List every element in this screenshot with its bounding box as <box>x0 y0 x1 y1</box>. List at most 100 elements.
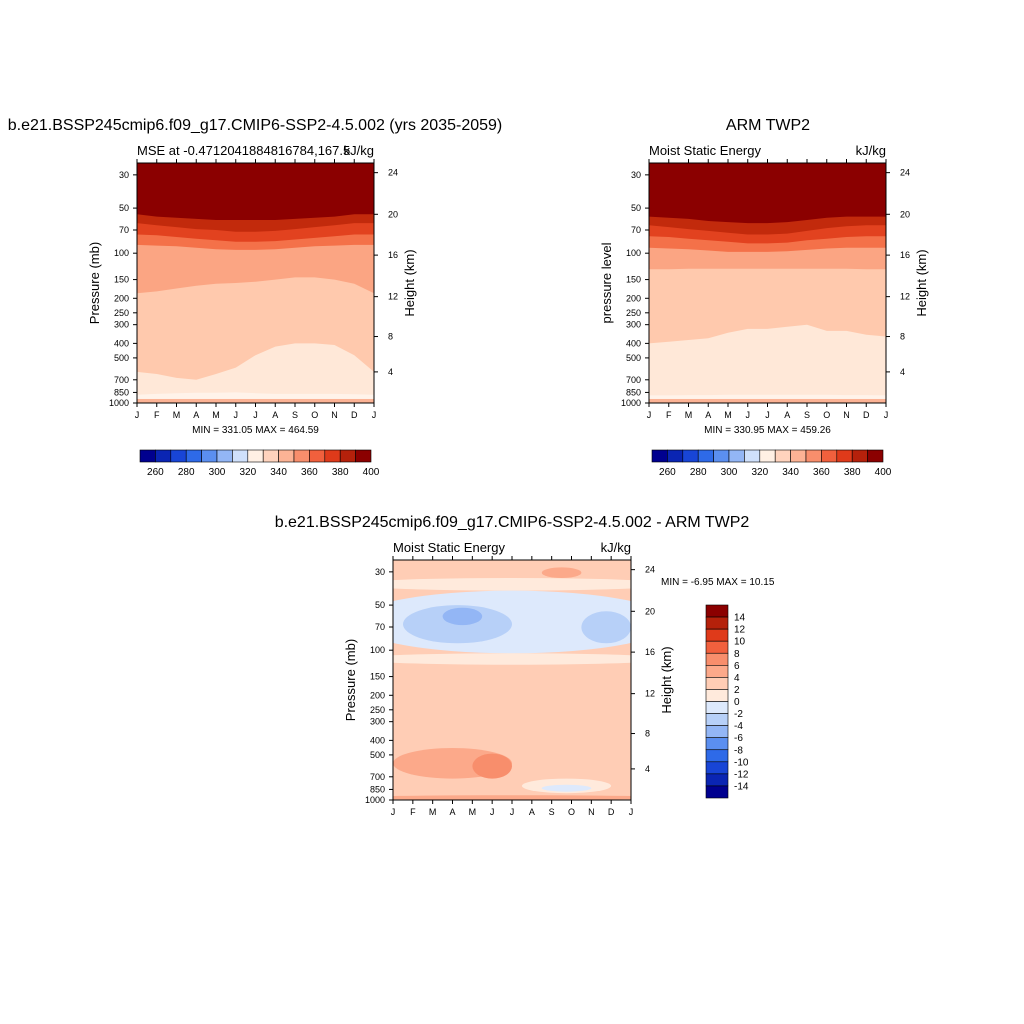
y-tick-label: 30 <box>631 170 641 180</box>
y-tick-label: 1000 <box>109 398 129 408</box>
colorbar-swatch <box>185 449 202 463</box>
x-tick-label: A <box>705 410 711 420</box>
colorbar-swatch <box>339 449 356 463</box>
y-tick-right-label: 24 <box>900 168 910 178</box>
colorbar-label: 6 <box>734 661 740 672</box>
y-tick-right-label: 16 <box>900 250 910 260</box>
colorbar-swatch <box>851 449 868 463</box>
colorbar-label: 260 <box>147 467 164 478</box>
min-max-note: MIN = 330.95 MAX = 459.26 <box>704 425 831 436</box>
y-tick-label: 500 <box>370 750 385 760</box>
colorbar-swatch <box>705 665 729 678</box>
colorbar-label: -10 <box>734 757 749 768</box>
y-tick-right-label: 20 <box>645 606 655 616</box>
colorbar-swatch <box>309 449 326 463</box>
x-tick-label: D <box>863 410 870 420</box>
x-tick-label: O <box>823 410 830 420</box>
colorbar-label: 12 <box>734 625 746 636</box>
y-tick-label: 100 <box>114 248 129 258</box>
y-tick-label: 300 <box>114 320 129 330</box>
colorbar-swatch <box>355 449 372 463</box>
colorbar-swatch <box>293 449 310 463</box>
colorbar-swatch <box>836 449 853 463</box>
colorbar-label: -4 <box>734 721 743 732</box>
y-tick-label: 200 <box>370 690 385 700</box>
y-tick-right-label: 12 <box>645 689 655 699</box>
contour-band-360 <box>649 324 886 403</box>
y-tick-label: 400 <box>114 338 129 348</box>
colorbar-swatch <box>682 449 699 463</box>
contour-blob-12 <box>393 795 631 800</box>
y-tick-label: 300 <box>370 717 385 727</box>
y-tick-label: 250 <box>626 308 641 318</box>
contour-blob-6 <box>393 653 631 665</box>
x-tick-label: A <box>784 410 790 420</box>
y-tick-right-label: 12 <box>388 292 398 302</box>
colorbar-label: 14 <box>734 613 746 624</box>
x-tick-label: J <box>490 807 495 817</box>
colorbar-swatch <box>705 785 729 799</box>
x-tick-label: N <box>331 410 338 420</box>
y-tick-label: 700 <box>114 375 129 385</box>
x-tick-label: F <box>154 410 160 420</box>
y-axis-right-label: Height (km) <box>914 249 929 316</box>
colorbar-label: 0 <box>734 697 740 708</box>
contour-blob-11 <box>541 784 592 792</box>
y-tick-label: 1000 <box>365 795 385 805</box>
colorbar-label: 280 <box>178 467 195 478</box>
colorbar-swatch <box>705 713 729 726</box>
y-tick-label: 70 <box>631 225 641 235</box>
y-tick-label: 200 <box>626 293 641 303</box>
chart-title: ARM TWP2 <box>726 117 810 134</box>
y-tick-label: 700 <box>626 375 641 385</box>
y-tick-label: 200 <box>114 293 129 303</box>
colorbar-swatch <box>705 604 729 618</box>
x-tick-label: N <box>588 807 595 817</box>
subtitle-right: kJ/kg <box>856 143 886 158</box>
y-tick-label: 30 <box>375 567 385 577</box>
x-tick-label: M <box>173 410 181 420</box>
colorbar-swatch <box>705 701 729 714</box>
x-tick-label: J <box>510 807 515 817</box>
colorbar-swatch <box>705 749 729 763</box>
colorbar-swatch <box>821 449 838 463</box>
colorbar-label: 340 <box>270 467 287 478</box>
y-tick-right-label: 8 <box>900 332 905 342</box>
x-tick-label: F <box>410 807 416 817</box>
y-tick-right-label: 20 <box>388 209 398 219</box>
contour-blob-0 <box>541 567 582 578</box>
colorbar-label: 380 <box>332 467 349 478</box>
x-tick-label: M <box>724 410 732 420</box>
x-tick-label: J <box>135 410 140 420</box>
panel-1: J F M A M J J A S O N D J 30 50 70 100 150 200 250 300 400 500… <box>599 117 929 420</box>
colorbar-swatch <box>774 449 791 463</box>
y-tick-label: 1000 <box>621 398 641 408</box>
colorbar-swatch <box>705 640 729 654</box>
colorbar-label: 4 <box>734 673 740 684</box>
y-axis-right-label: Height (km) <box>402 249 417 316</box>
colorbar-label: 2 <box>734 685 740 696</box>
colorbar-swatch <box>697 449 714 463</box>
colorbar-swatch <box>713 449 730 463</box>
colorbar-label: 300 <box>209 467 226 478</box>
colorbar-label: 360 <box>301 467 318 478</box>
x-tick-label: D <box>351 410 358 420</box>
y-tick-label: 250 <box>114 308 129 318</box>
x-tick-label: J <box>391 807 396 817</box>
contour-band-surface <box>137 398 374 403</box>
x-tick-label: J <box>765 410 770 420</box>
y-tick-right-label: 4 <box>388 367 393 377</box>
contour-field <box>649 163 886 403</box>
y-tick-label: 70 <box>375 622 385 632</box>
x-tick-label: M <box>212 410 220 420</box>
colorbar-swatch <box>216 449 233 463</box>
min-max-note: MIN = -6.95 MAX = 10.15 <box>661 577 775 588</box>
y-tick-label: 500 <box>114 353 129 363</box>
colorbar-label: -2 <box>734 709 743 720</box>
y-tick-label: 150 <box>370 672 385 682</box>
x-tick-label: A <box>193 410 199 420</box>
subtitle-right: kJ/kg <box>601 540 631 555</box>
colorbar-label: -14 <box>734 781 749 792</box>
colorbar-swatch <box>805 449 822 463</box>
y-tick-label: 100 <box>370 645 385 655</box>
